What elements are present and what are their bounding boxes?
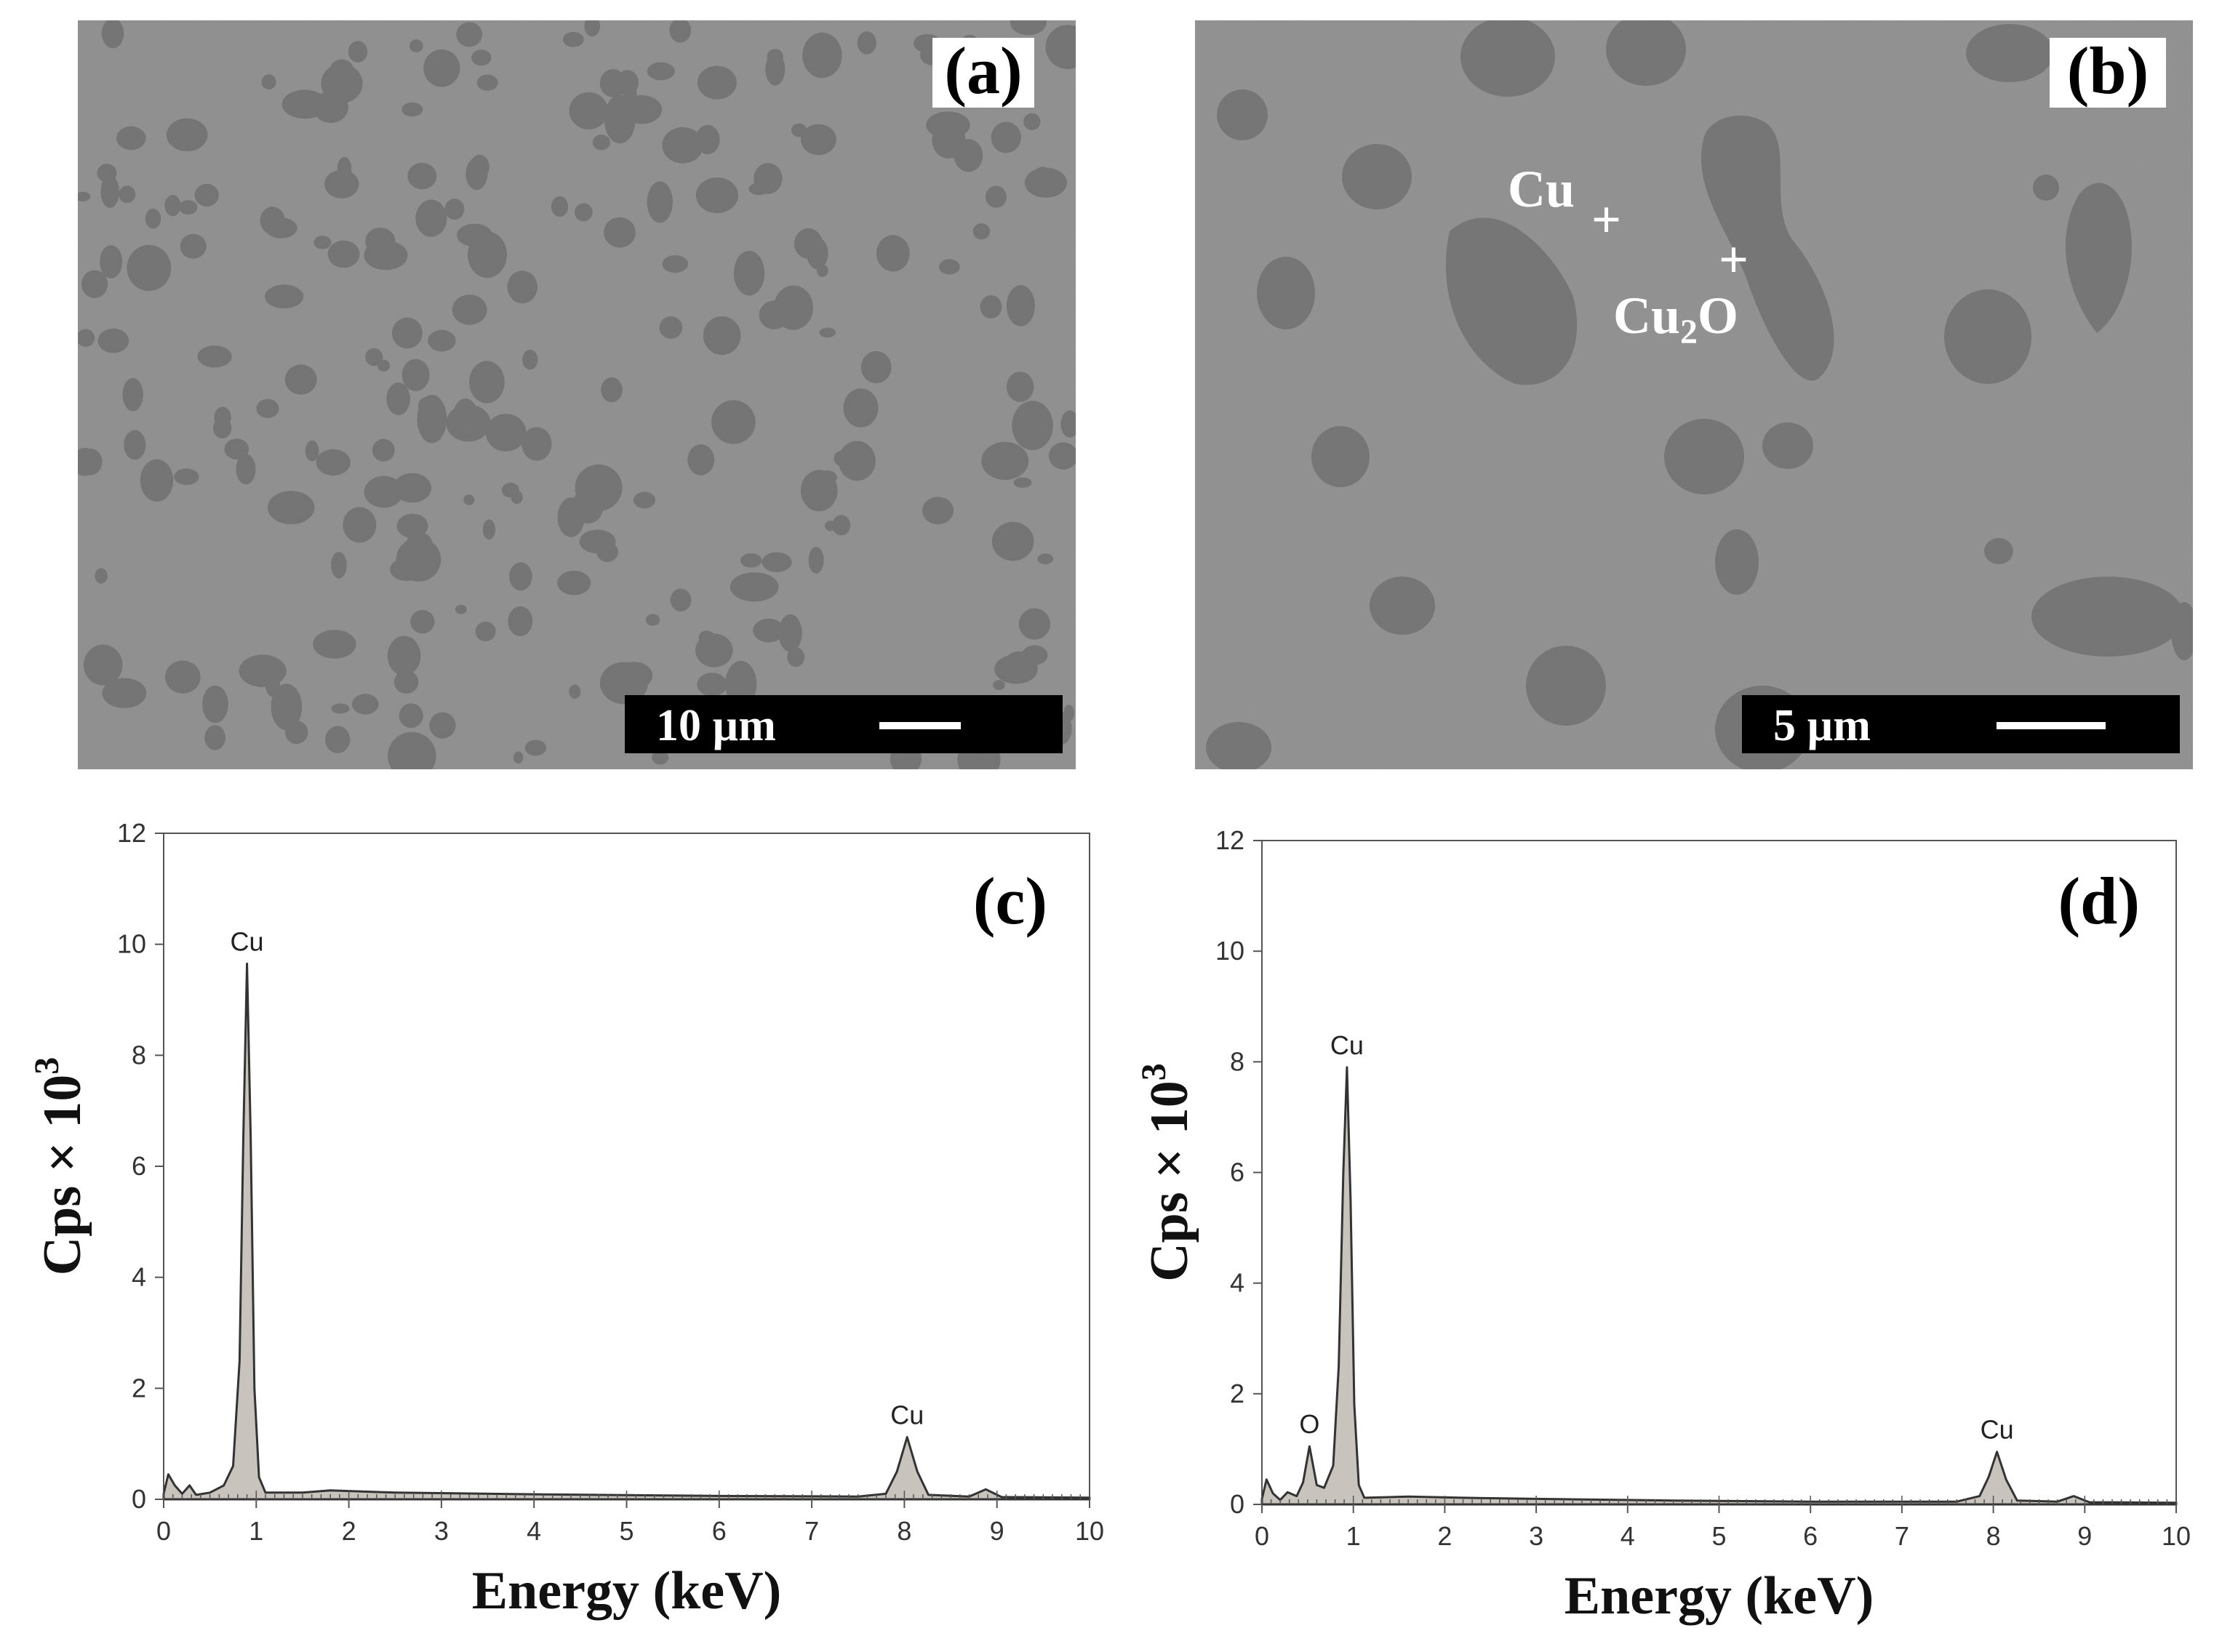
phase-label-cu2o: Cu2O <box>1613 286 1738 351</box>
x-tick-label: 5 <box>1711 1521 1726 1551</box>
x-tick-label: 0 <box>156 1516 171 1546</box>
panel-letter-b: (b) <box>2067 33 2149 108</box>
x-tick-label: 2 <box>1437 1521 1452 1551</box>
x-axis-title: Energy (keV) <box>1564 1566 1874 1626</box>
x-tick-label: 4 <box>1620 1521 1635 1551</box>
peak-label: Cu <box>1330 1030 1364 1060</box>
spectrum-area <box>162 962 1091 1501</box>
spectrum-area <box>1260 1066 2178 1506</box>
y-tick-label: 6 <box>132 1151 146 1181</box>
x-tick-label: 9 <box>2077 1521 2092 1551</box>
scale-bar-box-b <box>1742 695 2180 753</box>
y-tick-label: 10 <box>1215 936 1244 966</box>
panel-letter-box-a <box>932 38 1034 108</box>
x-tick-label: 10 <box>1075 1516 1104 1546</box>
phase-label-cu2o-main: Cu <box>1613 286 1680 345</box>
scale-bar-line-b <box>1997 722 2106 729</box>
y-tick-label: 12 <box>117 818 146 848</box>
sem-image-a: (a) 10 µm <box>78 20 1076 769</box>
scale-bar-label-a: 10 µm <box>656 701 776 750</box>
x-tick-label: 5 <box>619 1516 634 1546</box>
y-axis-title-main: Cps × 10 <box>1140 1080 1199 1282</box>
plot-frame <box>163 833 1090 1500</box>
y-tick-label: 12 <box>1215 825 1244 855</box>
panel-letter-c: (c) <box>973 864 1047 938</box>
sem-micrograph-b: (b) Cu + + Cu2O 5 µm <box>1195 20 2193 769</box>
scale-bar-line-a <box>879 722 961 729</box>
x-tick-label: 8 <box>1986 1521 2001 1551</box>
x-tick-label: 9 <box>990 1516 1004 1546</box>
eds-spectrum-d: (d) 0 1 2 3 4 5 6 7 8 9 10 0 2 4 6 8 10 12 O Cu Cu Energy (ke… <box>1107 793 2214 1651</box>
peak-label: O <box>1299 1409 1319 1439</box>
phase-label-cu2o-tail: O <box>1698 286 1738 345</box>
y-tick-label: 4 <box>1230 1268 1244 1298</box>
x-tick-label: 0 <box>1255 1521 1269 1551</box>
y-tick-label: 8 <box>1230 1046 1244 1076</box>
scale-bar-label-b: 5 µm <box>1773 701 1871 750</box>
y-axis-title: Cps × 103 <box>28 1057 92 1276</box>
x-tick-label: 6 <box>712 1516 727 1546</box>
scale-bar-box-a <box>625 695 1063 753</box>
y-tick-label: 4 <box>132 1262 146 1292</box>
y-tick-label: 2 <box>132 1373 146 1403</box>
marker-cu2o: + <box>1719 230 1749 289</box>
marker-cu: + <box>1591 191 1621 249</box>
x-tick-label: 8 <box>897 1516 911 1546</box>
panel-letter-d: (d) <box>2058 864 2140 938</box>
x-tick-label: 6 <box>1803 1521 1818 1551</box>
y-axis-title-main: Cps × 10 <box>33 1075 92 1276</box>
y-tick-label: 8 <box>132 1040 146 1070</box>
y-axis-title-superscript: 3 <box>28 1057 66 1075</box>
x-tick-label: 10 <box>2162 1521 2191 1551</box>
peak-label: Cu <box>231 926 264 956</box>
y-tick-label: 10 <box>117 929 146 959</box>
sem-image-b: (b) Cu + + Cu2O 5 µm <box>1195 20 2193 769</box>
y-tick-label: 2 <box>1230 1379 1244 1408</box>
y-tick-label: 0 <box>1230 1489 1244 1519</box>
y-axis-title-superscript: 3 <box>1135 1063 1173 1080</box>
sem-micrograph-a: (a) 10 µm <box>78 20 1076 769</box>
x-tick-label: 1 <box>249 1516 263 1546</box>
y-tick-label: 0 <box>132 1484 146 1514</box>
panel-letter-a: (a) <box>944 33 1022 108</box>
x-tick-label: 7 <box>1895 1521 1909 1551</box>
panel-letter-box-b <box>2050 38 2166 108</box>
y-axis-title: Cps × 103 <box>1135 1063 1199 1282</box>
y-tick-label: 6 <box>1230 1158 1244 1187</box>
sem-texture-a <box>78 20 1076 769</box>
x-tick-label: 3 <box>434 1516 449 1546</box>
peak-label: Cu <box>890 1400 924 1430</box>
x-tick-label: 4 <box>527 1516 541 1546</box>
sem-texture-b <box>1195 20 2193 769</box>
x-tick-label: 2 <box>342 1516 356 1546</box>
eds-spectrum-c: (c) 0 1 2 3 4 5 6 7 8 9 10 0 2 4 6 8 10 12 Cu Cu Energy (keV… <box>0 793 1107 1651</box>
x-tick-label: 3 <box>1529 1521 1543 1551</box>
x-axis-title: Energy (keV) <box>472 1561 781 1621</box>
peak-label: Cu <box>1981 1415 2014 1445</box>
phase-label-cu2o-subscript: 2 <box>1680 313 1698 351</box>
phase-label-cu: Cu <box>1508 160 1575 218</box>
x-tick-label: 1 <box>1346 1521 1361 1551</box>
plot-frame <box>1261 840 2177 1505</box>
x-tick-label: 7 <box>804 1516 819 1546</box>
